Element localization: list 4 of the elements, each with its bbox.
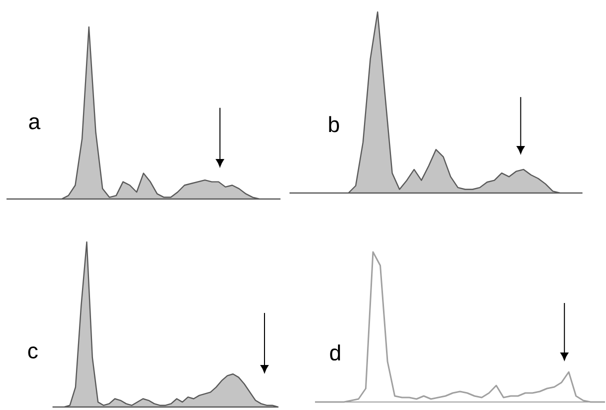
text: a — [29, 117, 40, 130]
text: d — [330, 344, 340, 361]
text: c — [28, 346, 38, 359]
text: b — [329, 116, 339, 132]
